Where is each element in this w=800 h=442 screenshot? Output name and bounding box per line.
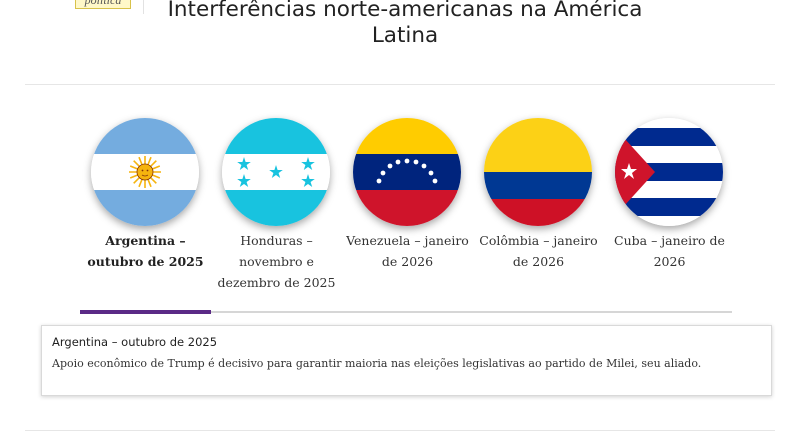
tab-venezuela[interactable]: Venezuela – janeiro de 2026 bbox=[342, 110, 473, 315]
tab-cuba[interactable]: Cuba – janeiro de 2026 bbox=[604, 110, 735, 315]
tab-label: Venezuela – janeiro de 2026 bbox=[346, 233, 469, 269]
tab-label: Honduras – novembro e dezembro de 2025 bbox=[217, 233, 336, 290]
venezuela-flag-icon bbox=[353, 118, 461, 226]
cuba-flag-icon bbox=[615, 118, 723, 226]
tab-label: Cuba – janeiro de 2026 bbox=[614, 233, 725, 269]
tab-label: Colômbia – janeiro de 2026 bbox=[479, 233, 598, 269]
top-divider bbox=[25, 84, 775, 85]
tab-colombia[interactable]: Colômbia – janeiro de 2026 bbox=[473, 110, 604, 315]
colombia-flag-icon bbox=[484, 118, 592, 226]
active-tab-indicator bbox=[80, 310, 211, 314]
honduras-flag-icon bbox=[222, 118, 330, 226]
tab-argentina[interactable]: Argentina – outubro de 2025 bbox=[80, 110, 211, 315]
header-divider bbox=[143, 0, 144, 14]
page-title: Interferências norte-americanas na Améri… bbox=[167, 0, 643, 48]
argentina-flag-icon bbox=[91, 118, 199, 226]
tab-label: Argentina – outubro de 2025 bbox=[87, 233, 204, 269]
tab-track bbox=[80, 311, 732, 313]
header: política Interferências norte-americanas… bbox=[0, 0, 800, 86]
panel-text: Apoio econômico de Trump é decisivo para… bbox=[52, 357, 702, 370]
category-tag[interactable]: política bbox=[75, 0, 131, 9]
tab-honduras[interactable]: Honduras – novembro e dezembro de 2025 bbox=[211, 110, 342, 315]
panel-title: Argentina – outubro de 2025 bbox=[52, 335, 218, 349]
bottom-divider bbox=[25, 430, 775, 431]
content-panel: Argentina – outubro de 2025 Apoio econôm… bbox=[41, 325, 772, 396]
country-tabs: Argentina – outubro de 2025 bbox=[80, 110, 732, 315]
